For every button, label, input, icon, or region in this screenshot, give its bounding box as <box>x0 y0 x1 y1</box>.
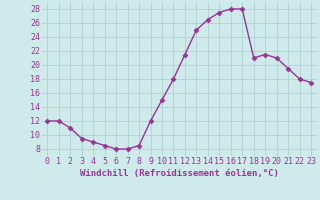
X-axis label: Windchill (Refroidissement éolien,°C): Windchill (Refroidissement éolien,°C) <box>80 169 279 178</box>
